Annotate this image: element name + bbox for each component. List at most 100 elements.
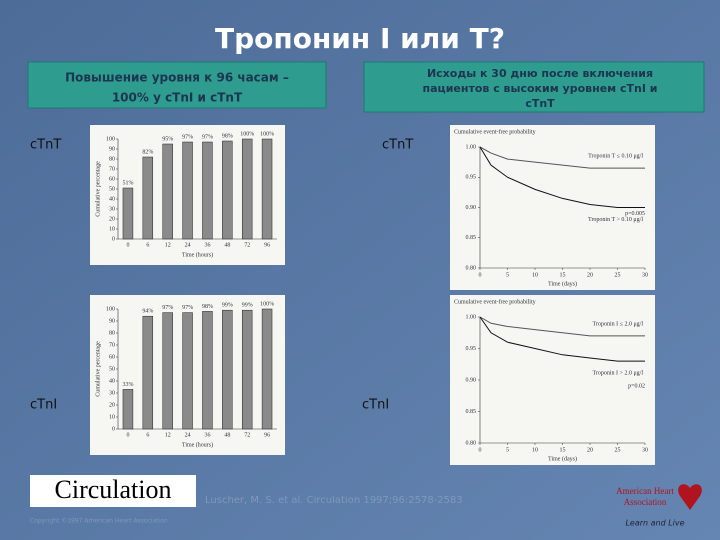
box-text: пациентов с высоким уровнем cTnI и (423, 82, 658, 95)
bar (142, 315, 154, 430)
x-tick-label: 20 (587, 447, 593, 453)
box-text: Исходы к 30 дню после включения (427, 67, 653, 80)
panel-label: cTnI (30, 398, 57, 413)
value-label: 97% (182, 134, 193, 140)
y-tick-label: 0.80 (466, 440, 477, 446)
x-axis-label: Time (hours) (182, 251, 213, 258)
value-label: 99% (222, 303, 233, 309)
x-tick-label: 0 (126, 242, 129, 248)
y-axis-label: Cumulative percentage (95, 161, 101, 217)
legend-label: Troponin T ≤ 0.10 μg/l (588, 154, 643, 160)
panel-label: cTnI (362, 398, 389, 413)
journal-logo-box (30, 475, 196, 507)
value-label: 97% (162, 305, 173, 311)
x-tick-label: 5 (506, 447, 509, 453)
x-tick-label: 15 (560, 447, 566, 453)
y-tick-label: 100 (106, 306, 115, 312)
x-tick-label: 25 (615, 447, 621, 453)
bar (261, 308, 273, 430)
x-tick-label: 0 (479, 272, 482, 278)
y-tick-label: 50 (109, 366, 115, 372)
box-right (363, 61, 705, 113)
y-tick-label: 80 (109, 330, 115, 336)
bar (182, 141, 193, 240)
x-tick-label: 48 (224, 242, 230, 248)
slide-title: Тропонин I или T? (215, 22, 505, 55)
chart-title: Cumulative event-free probability (454, 128, 536, 135)
series-line (479, 146, 645, 169)
x-tick-label: 24 (185, 432, 191, 438)
y-tick-label: 10 (109, 414, 115, 420)
bar (142, 156, 154, 240)
copyright: Copyright ©1997 American Heart Associati… (30, 518, 168, 525)
y-tick-label: 100 (106, 136, 115, 142)
annotation: p=0.005 (625, 211, 645, 217)
panel-label: cTnT (382, 138, 413, 153)
citation: Luscher, M. S. et al. Circulation 1997;9… (205, 495, 463, 506)
box-text: 100% у cTnI и cTnT (112, 91, 243, 105)
y-tick-label: 0.80 (466, 265, 477, 271)
y-tick-label: 90 (109, 318, 115, 324)
bar (162, 143, 173, 240)
y-tick-label: 0.90 (466, 377, 477, 383)
y-tick-label: 1.00 (466, 314, 477, 320)
value-label: 100% (260, 131, 274, 137)
y-tick-label: 80 (109, 156, 115, 162)
value-label: 98% (202, 304, 213, 310)
x-tick-label: 5 (506, 272, 509, 278)
x-tick-label: 20 (587, 272, 593, 278)
y-tick-label: 0.95 (466, 175, 477, 181)
panel-label: cTnT (30, 138, 61, 153)
bar (202, 141, 213, 240)
chart-title: Cumulative event-free probability (454, 298, 536, 305)
value-label: 100% (260, 301, 274, 307)
x-tick-label: 0 (479, 447, 482, 453)
box-text: Повышение уровня к 96 часам – (65, 71, 289, 85)
y-axis-label: Cumulative percentage (95, 341, 101, 397)
value-label: 94% (142, 309, 153, 315)
x-tick-label: 30 (642, 447, 648, 453)
y-tick-label: 0.85 (466, 235, 477, 241)
value-label: 98% (222, 133, 233, 139)
y-tick-label: 70 (109, 342, 115, 348)
legend-label: Troponin I > 2.0 μg/l (592, 370, 643, 376)
x-tick-label: 36 (204, 242, 210, 248)
x-tick-label: 12 (165, 432, 171, 438)
y-tick-label: 60 (109, 354, 115, 360)
x-axis-label: Time (days) (548, 455, 577, 462)
y-tick-label: 40 (109, 378, 115, 384)
y-tick-label: 90 (109, 146, 115, 152)
y-tick-label: 0.95 (466, 346, 477, 352)
bar (261, 138, 273, 240)
y-tick-label: 0.90 (466, 205, 477, 211)
bar (222, 140, 233, 240)
value-label: 97% (182, 305, 193, 311)
aha-logo-text: American Heart (616, 486, 674, 496)
y-tick-label: 10 (109, 226, 115, 232)
x-tick-label: 72 (244, 242, 250, 248)
journal-logo: Circulation (55, 475, 172, 504)
y-tick-label: 0 (112, 426, 115, 432)
x-tick-label: 12 (165, 242, 171, 248)
value-label: 97% (202, 134, 213, 140)
y-tick-label: 20 (109, 402, 115, 408)
value-label: 100% (240, 131, 254, 137)
y-tick-label: 30 (109, 390, 115, 396)
aha-heart (678, 484, 702, 510)
value-label: 99% (242, 303, 253, 309)
x-tick-label: 96 (264, 432, 270, 438)
bar (202, 311, 213, 430)
y-tick-label: 20 (109, 216, 115, 222)
bar (241, 309, 253, 430)
bar (162, 312, 173, 430)
x-tick-label: 10 (532, 447, 538, 453)
y-tick-label: 30 (109, 206, 115, 212)
bar (222, 309, 233, 430)
y-tick-label: 1.00 (466, 144, 477, 150)
box-left (27, 61, 327, 109)
value-label: 51% (122, 180, 133, 186)
x-tick-label: 10 (532, 272, 538, 278)
series-line (479, 146, 645, 208)
y-tick-label: 40 (109, 196, 115, 202)
bar (122, 187, 134, 240)
